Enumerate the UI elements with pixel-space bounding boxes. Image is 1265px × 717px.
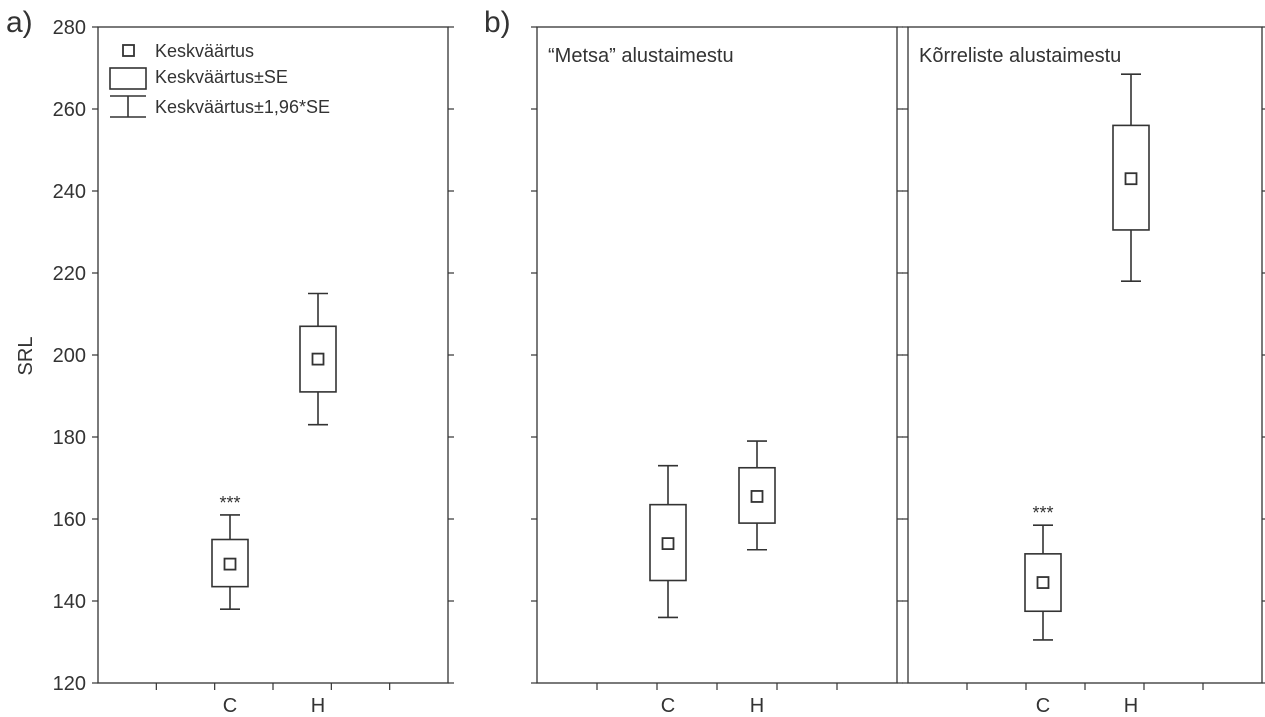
mean-marker xyxy=(1124,172,1138,186)
plot-frame xyxy=(536,26,898,684)
legend: Keskväärtus Keskväärtus±SE Keskväärtus±1,9… xyxy=(109,41,330,118)
x-tick-label-c: C xyxy=(223,695,237,717)
y-tick-label: 140 xyxy=(53,591,86,613)
y-tick-label: 260 xyxy=(53,99,86,121)
x-tick-label-h: H xyxy=(750,695,764,717)
significance-label: *** xyxy=(219,493,240,513)
legend-entry-se: Keskväärtus±SE xyxy=(155,67,288,87)
panel-2: C Hb) “Metsa” alustaimestu xyxy=(484,6,903,717)
mean-marker xyxy=(311,352,325,366)
y-tick-label: 280 xyxy=(53,17,86,39)
mean-marker xyxy=(1036,576,1050,589)
x-tick-label-h: H xyxy=(1124,695,1138,717)
legend-entry-ci: Keskväärtus±1,96*SE xyxy=(155,97,330,117)
significance-label: *** xyxy=(1032,503,1053,523)
panel-title: Kõrreliste alustaimestu xyxy=(919,45,1121,67)
box-c: *** xyxy=(1024,503,1062,641)
y-tick-label: 120 xyxy=(53,673,86,695)
mean-marker xyxy=(661,537,675,550)
mean-marker xyxy=(223,557,237,571)
y-tick-label: 220 xyxy=(53,263,86,285)
plot-frame xyxy=(97,26,449,684)
y-tick-label: 240 xyxy=(53,181,86,203)
panel-title: “Metsa” alustaimestu xyxy=(548,45,734,67)
y-tick-label: 180 xyxy=(53,427,86,449)
box-h xyxy=(1112,73,1150,283)
panel-label: b) xyxy=(484,6,511,39)
y-tick-label: 160 xyxy=(53,509,86,531)
panel-3: C H *** Kõrreliste alustaimestu xyxy=(902,26,1265,717)
mean-marker xyxy=(750,490,764,503)
x-tick-label-c: C xyxy=(661,695,675,717)
legend-entry-mean: Keskväärtus xyxy=(155,41,254,61)
x-tick-label-c: C xyxy=(1036,695,1050,717)
y-tick-label: 200 xyxy=(53,345,86,367)
legend-mean-icon xyxy=(122,44,135,57)
legend-se-icon xyxy=(109,67,147,90)
y-axis-label: SRL xyxy=(15,337,37,376)
box-c xyxy=(649,464,687,619)
box-c: *** xyxy=(211,493,249,611)
plot-frame xyxy=(907,26,1263,684)
panel-label: a) xyxy=(6,6,33,39)
x-tick-label-h: H xyxy=(311,695,325,717)
panel-1: 120 140 160 180 200 220 240 260 280 C H *** a) SRL Kes… xyxy=(6,6,454,717)
box-h xyxy=(738,440,776,551)
box-h xyxy=(299,292,337,426)
